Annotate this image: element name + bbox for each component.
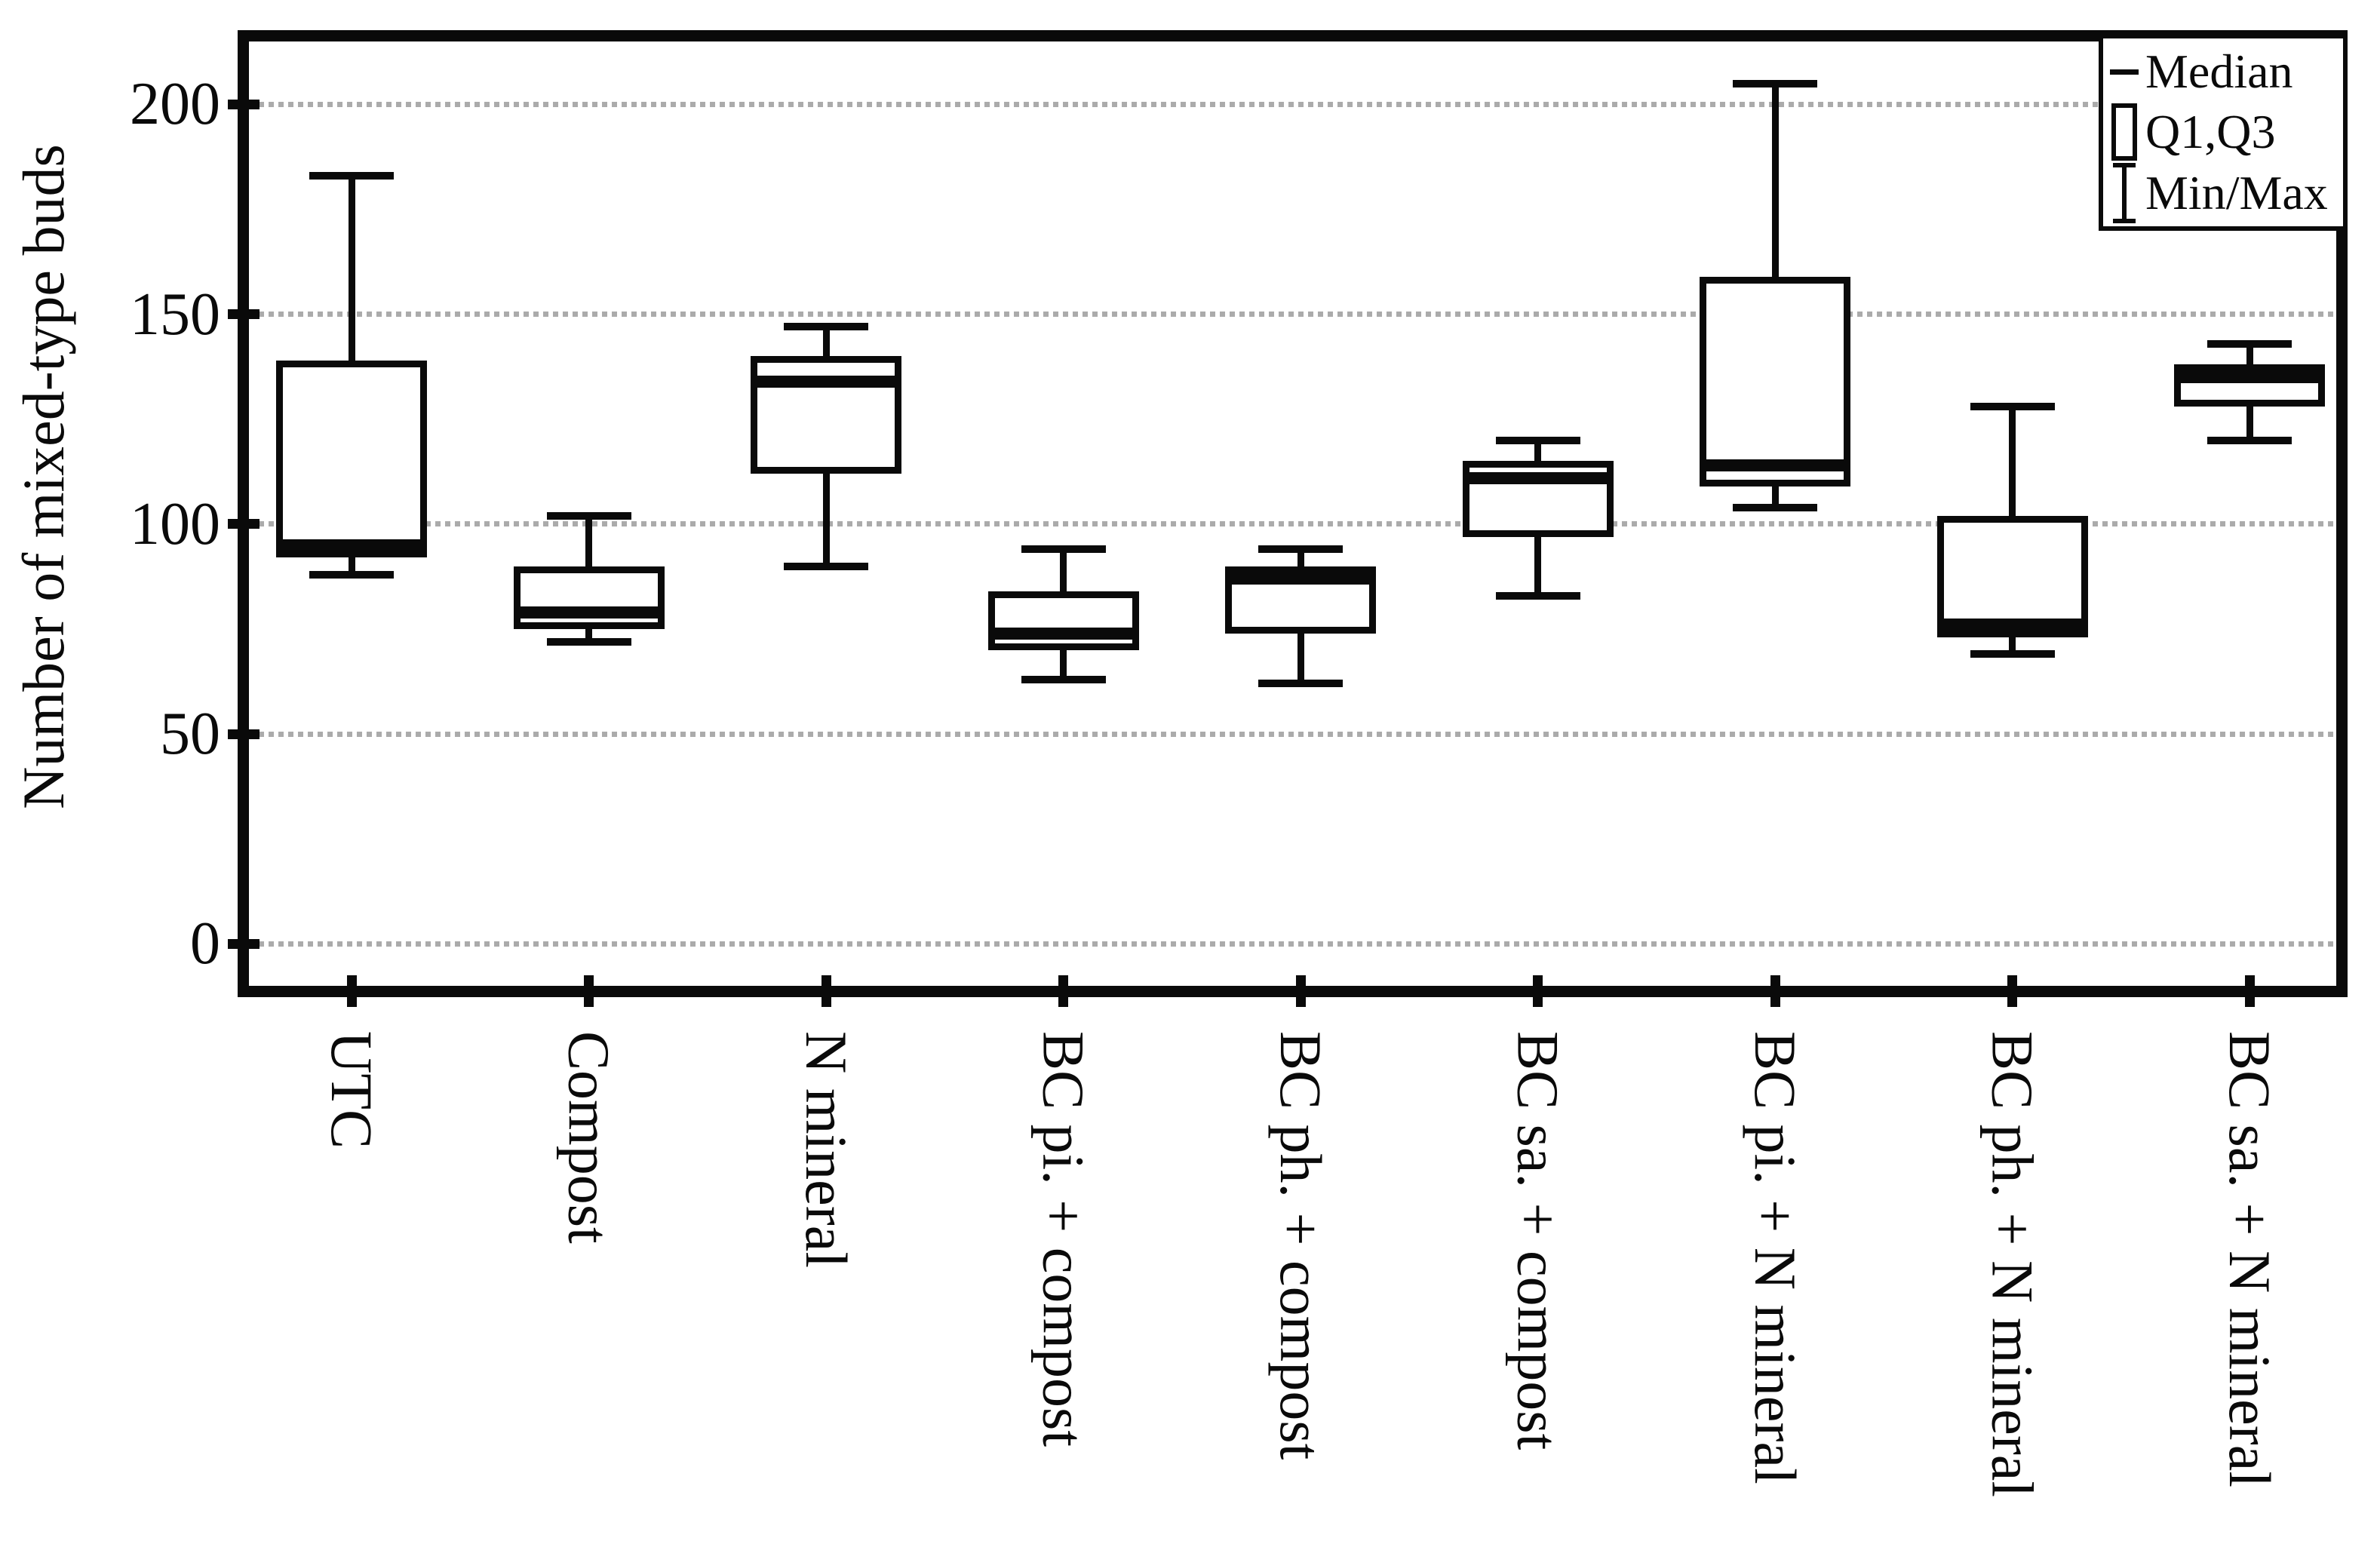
y-tick-label-100: 100 [130, 490, 220, 557]
median-line [1232, 572, 1369, 585]
min-whisker-cap [1021, 675, 1106, 683]
x-tick-5 [1533, 975, 1543, 1007]
x-tick-label-3: BC pi. + compost [1030, 1031, 1097, 1447]
max-whisker-cap [1970, 403, 2055, 411]
x-tick-label-1: Compost [556, 1031, 622, 1244]
box-group-5 [249, 41, 2336, 986]
x-tick-7 [2007, 975, 2017, 1007]
plot-canvas [228, 41, 2336, 1007]
median-line [283, 539, 420, 551]
max-whisker-cap [2207, 339, 2292, 348]
legend-row-median: Median [2103, 41, 2343, 102]
min-whisker-cap [546, 637, 631, 646]
iqr-box [1936, 515, 2088, 638]
x-tick-label-5: BC sa. + compost [1505, 1031, 1571, 1450]
x-tick-label-4: BC ph. + compost [1268, 1031, 1334, 1460]
x-tick-label-6: BC pi. + N mineral [1743, 1031, 1808, 1484]
x-tick-6 [1770, 975, 1780, 1007]
box-group-8 [249, 41, 2336, 986]
legend-label-minmax: Min/Max [2145, 165, 2328, 219]
max-whisker-cap [1733, 79, 1817, 87]
min-whisker-cap [309, 570, 394, 579]
median-line [520, 606, 658, 619]
box-group-6 [249, 41, 2336, 986]
x-tick-1 [584, 975, 594, 1007]
plot-area: Median Q1,Q3 Min/Max [228, 30, 2348, 1007]
box-group-7 [249, 41, 2336, 986]
median-line [994, 627, 1132, 640]
y-tick-label-150: 150 [130, 281, 220, 348]
x-tick-label-0: UTC [319, 1031, 385, 1149]
max-whisker-cap [784, 323, 868, 331]
y-tick-150 [228, 309, 259, 320]
y-tick-200 [228, 99, 259, 109]
median-line [2181, 371, 2318, 384]
box-group-3 [249, 41, 2336, 986]
x-tick-4 [1295, 975, 1306, 1007]
min-whisker-cap [1495, 591, 1580, 600]
max-whisker-cap [309, 172, 394, 180]
box-group-4 [249, 41, 2336, 986]
median-line [757, 375, 895, 388]
legend-row-minmax: Min/Max [2103, 162, 2343, 223]
iqr-box [1700, 276, 1850, 487]
min-whisker-cap [784, 562, 868, 570]
max-whisker-cap [1495, 436, 1580, 444]
iqr-box [276, 360, 427, 558]
iqr-box [513, 566, 665, 629]
y-tick-label-200: 200 [130, 71, 220, 138]
x-tick-label-7: BC ph. + N mineral [1979, 1031, 2046, 1498]
box-group-1 [249, 41, 2336, 986]
legend-label-quartiles: Q1,Q3 [2145, 105, 2276, 159]
x-tick-label-2: N mineral [794, 1031, 859, 1269]
gridline-0 [249, 941, 2336, 947]
y-tick-50 [228, 729, 259, 739]
median-line-icon [2103, 69, 2145, 75]
max-whisker-cap [546, 511, 631, 520]
legend: Median Q1,Q3 Min/Max [2099, 34, 2348, 231]
median-line [1943, 619, 2081, 631]
iqr-box [987, 591, 1139, 650]
box-group-0 [249, 41, 2336, 986]
gridline-150 [249, 312, 2336, 318]
max-whisker-cap [1258, 545, 1343, 554]
y-tick-label-0: 0 [190, 910, 220, 978]
median-line [1706, 459, 1844, 471]
legend-label-median: Median [2145, 45, 2293, 99]
min-whisker-cap [1970, 650, 2055, 658]
box-group-2 [249, 41, 2336, 986]
legend-row-quartiles: Q1,Q3 [2103, 102, 2343, 162]
x-tick-0 [346, 975, 357, 1007]
y-tick-label-50: 50 [160, 701, 220, 768]
y-tick-100 [228, 519, 259, 530]
min-whisker-cap [2207, 436, 2292, 444]
y-tick-0 [228, 938, 259, 949]
gridline-200 [249, 101, 2336, 107]
max-whisker-cap [1021, 545, 1106, 554]
gridline-100 [249, 521, 2336, 527]
x-tick-label-8: BC sa. + N mineral [2217, 1031, 2283, 1488]
x-tick-3 [1058, 975, 1068, 1007]
quartile-box-icon [2103, 103, 2145, 161]
minmax-whisker-icon [2103, 162, 2145, 223]
min-whisker-cap [1733, 503, 1817, 511]
x-tick-2 [821, 975, 831, 1007]
min-whisker-cap [1258, 680, 1343, 688]
median-line [1469, 471, 1607, 484]
gridline-50 [249, 731, 2336, 737]
x-tick-8 [2244, 975, 2255, 1007]
